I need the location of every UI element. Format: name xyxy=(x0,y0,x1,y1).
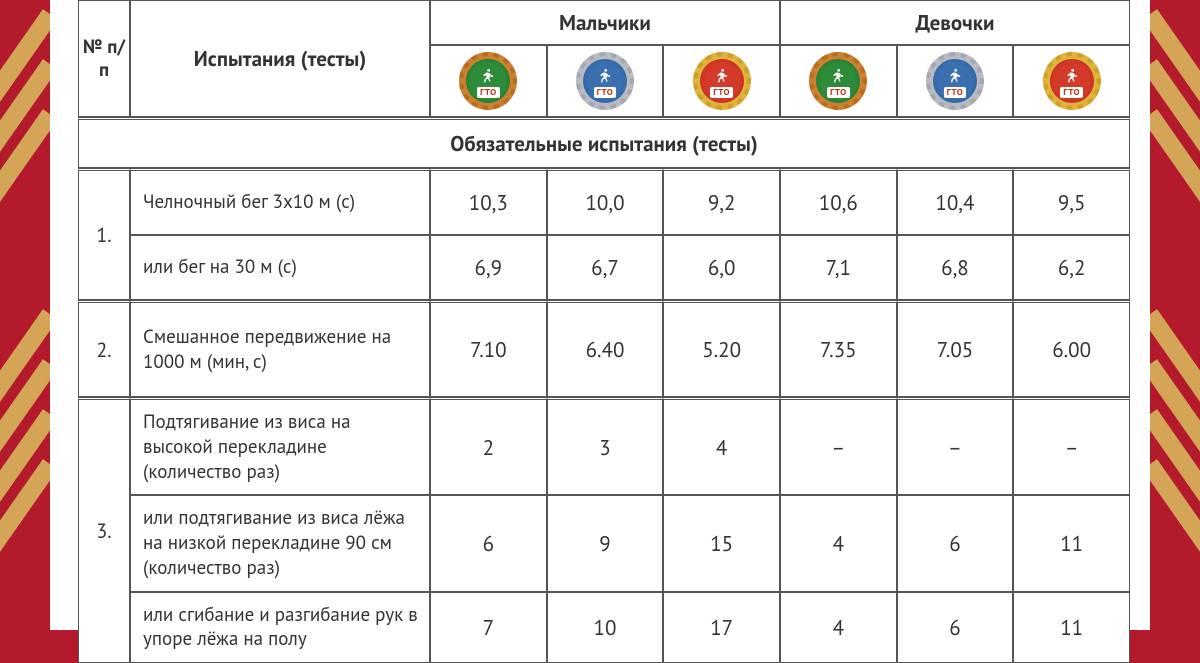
header-tests: Испытания (тесты) xyxy=(130,0,430,117)
value-cell: – xyxy=(1013,397,1130,495)
value-cell: 11 xyxy=(1013,592,1130,663)
badge-label: ГТО xyxy=(827,87,850,98)
value-cell: 4 xyxy=(780,495,897,591)
value-cell: 3 xyxy=(547,397,664,495)
table-row: 1.Челночный бег 3х10 м (с)10,310,09,210,… xyxy=(78,168,1130,235)
value-cell: 10,0 xyxy=(547,168,664,235)
badge-boys-silver: ГТО xyxy=(547,45,664,117)
value-cell: 7.10 xyxy=(430,300,547,397)
value-cell: – xyxy=(780,397,897,495)
test-label: или сгибание и разгибание рук в упоре лё… xyxy=(130,592,430,663)
standards-table: № п/п Испытания (тесты) Мальчики Девочки… xyxy=(78,0,1130,663)
value-cell: 10 xyxy=(547,592,664,663)
value-cell: 6.40 xyxy=(547,300,664,397)
table-row: или бег на 30 м (с)6,96,76,07,16,86,2 xyxy=(78,235,1130,300)
table-row: или сгибание и разгибание рук в упоре лё… xyxy=(78,592,1130,663)
section-header: Обязательные испытания (тесты) xyxy=(78,117,1130,168)
value-cell: 9,5 xyxy=(1013,168,1130,235)
value-cell: 7 xyxy=(430,592,547,663)
test-label: Смешанное передвижение на 1000 м (мин, с… xyxy=(130,300,430,397)
value-cell: 10,6 xyxy=(780,168,897,235)
value-cell: – xyxy=(897,397,1014,495)
badge-girls-gold: ГТО xyxy=(1013,45,1130,117)
value-cell: 7.05 xyxy=(897,300,1014,397)
badge-label: ГТО xyxy=(1060,87,1083,98)
value-cell: 4 xyxy=(780,592,897,663)
value-cell: 10,4 xyxy=(897,168,1014,235)
header-girls: Девочки xyxy=(780,0,1130,45)
badge-girls-silver: ГТО xyxy=(897,45,1014,117)
table-row: 3.Подтягивание из виса на высокой перекл… xyxy=(78,397,1130,495)
value-cell: 7,1 xyxy=(780,235,897,300)
badge-label: ГТО xyxy=(944,87,967,98)
value-cell: 4 xyxy=(663,397,780,495)
row-number: 1. xyxy=(78,168,130,300)
runner-icon xyxy=(830,63,846,79)
row-number: 3. xyxy=(78,397,130,663)
value-cell: 6 xyxy=(430,495,547,591)
value-cell: 6,0 xyxy=(663,235,780,300)
runner-icon xyxy=(597,63,613,79)
badge-boys-bronze: ГТО xyxy=(430,45,547,117)
badge-label: ГТО xyxy=(594,87,617,98)
value-cell: 6,8 xyxy=(897,235,1014,300)
value-cell: 15 xyxy=(663,495,780,591)
badge-label: ГТО xyxy=(477,87,500,98)
runner-icon xyxy=(1064,63,1080,79)
runner-icon xyxy=(947,63,963,79)
test-label: или бег на 30 м (с) xyxy=(130,235,430,300)
badge-label: ГТО xyxy=(710,87,733,98)
value-cell: 6 xyxy=(897,592,1014,663)
table-row: 2.Смешанное передвижение на 1000 м (мин,… xyxy=(78,300,1130,397)
table-row: или подтягивание из виса лёжа на низкой … xyxy=(78,495,1130,591)
runner-icon xyxy=(480,63,496,79)
value-cell: 6,7 xyxy=(547,235,664,300)
value-cell: 11 xyxy=(1013,495,1130,591)
value-cell: 9,2 xyxy=(663,168,780,235)
test-label: Подтягивание из виса на высокой переклад… xyxy=(130,397,430,495)
value-cell: 17 xyxy=(663,592,780,663)
test-label: Челночный бег 3х10 м (с) xyxy=(130,168,430,235)
badge-boys-gold: ГТО xyxy=(663,45,780,117)
value-cell: 7.35 xyxy=(780,300,897,397)
runner-icon xyxy=(714,63,730,79)
value-cell: 10,3 xyxy=(430,168,547,235)
value-cell: 6,2 xyxy=(1013,235,1130,300)
value-cell: 6,9 xyxy=(430,235,547,300)
badge-girls-bronze: ГТО xyxy=(780,45,897,117)
value-cell: 5.20 xyxy=(663,300,780,397)
table-body: 1.Челночный бег 3х10 м (с)10,310,09,210,… xyxy=(78,168,1130,663)
value-cell: 9 xyxy=(547,495,664,591)
header-number: № п/п xyxy=(78,0,130,117)
test-label: или подтягивание из виса лёжа на низкой … xyxy=(130,495,430,591)
table-panel: № п/п Испытания (тесты) Мальчики Девочки… xyxy=(50,0,1150,630)
row-number: 2. xyxy=(78,300,130,397)
value-cell: 6.00 xyxy=(1013,300,1130,397)
value-cell: 6 xyxy=(897,495,1014,591)
header-boys: Мальчики xyxy=(430,0,780,45)
value-cell: 2 xyxy=(430,397,547,495)
